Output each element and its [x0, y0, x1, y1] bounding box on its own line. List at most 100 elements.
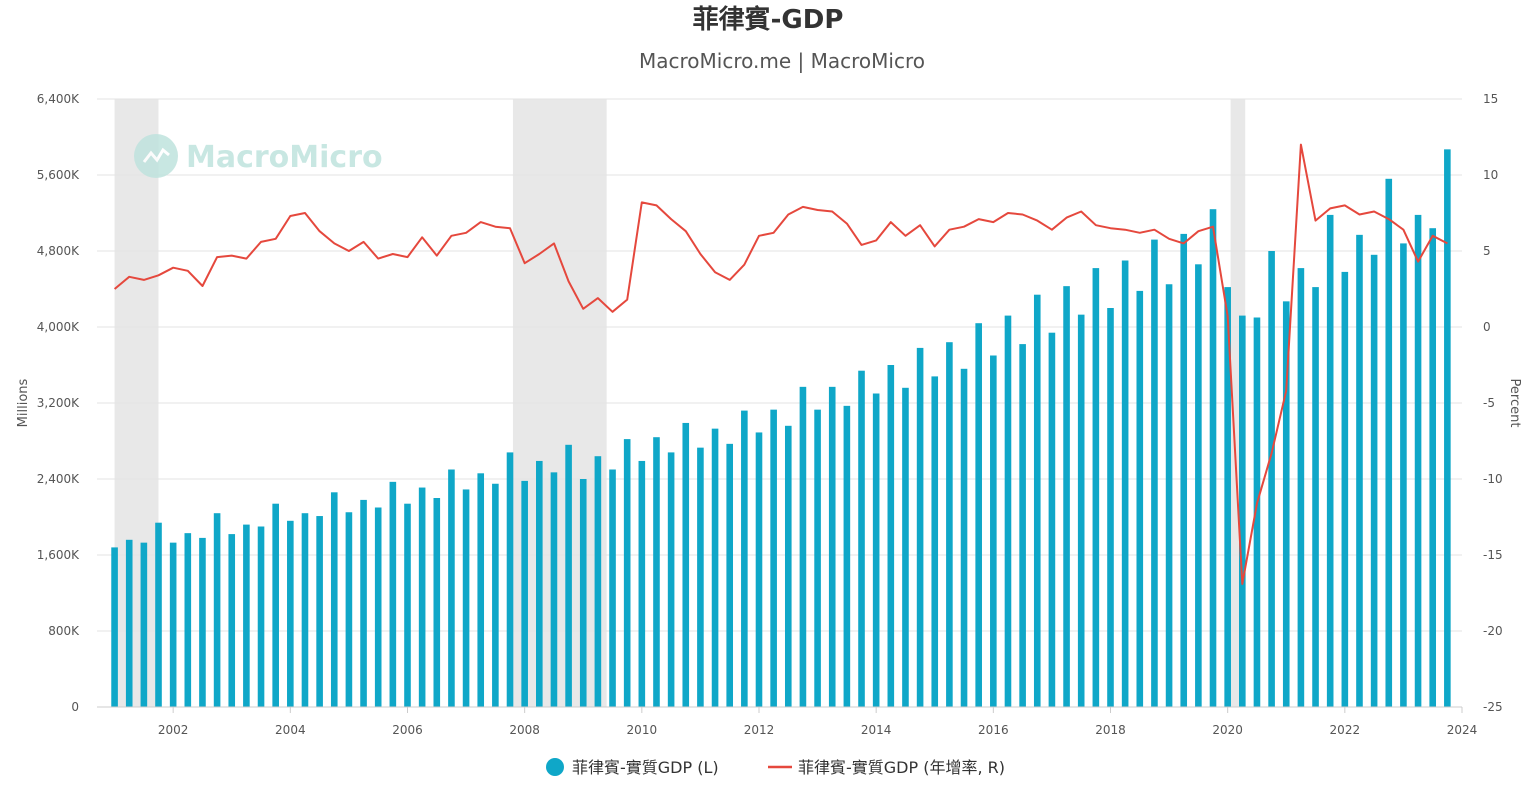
gdp-bar[interactable]	[272, 503, 279, 707]
gdp-bar[interactable]	[1004, 315, 1012, 707]
gdp-bar[interactable]	[990, 355, 997, 708]
y-right-tick-label: 10	[1483, 168, 1498, 182]
gdp-bar[interactable]	[536, 460, 543, 707]
legend-item-growth[interactable]: 菲律賓-實質GDP (年增率, R)	[768, 758, 1005, 777]
gdp-bar[interactable]	[667, 452, 675, 707]
y-axis-left-title: Millions	[16, 378, 31, 427]
gdp-bar[interactable]	[916, 347, 924, 707]
gdp-bar[interactable]	[770, 409, 777, 707]
gdp-bar[interactable]	[1282, 301, 1290, 707]
gdp-bar[interactable]	[1356, 234, 1363, 707]
gdp-bar[interactable]	[609, 469, 616, 708]
gdp-bar[interactable]	[1414, 214, 1422, 707]
gdp-bar[interactable]	[1297, 268, 1305, 707]
gdp-bar[interactable]	[1092, 268, 1100, 707]
growth-series-line[interactable]	[113, 143, 1448, 585]
gdp-bar[interactable]	[330, 492, 338, 707]
gdp-bar[interactable]	[565, 444, 572, 707]
gdp-bar[interactable]	[1239, 315, 1246, 707]
gdp-bar[interactable]	[1195, 264, 1202, 707]
gdp-bar[interactable]	[1370, 254, 1378, 708]
gdp-bar[interactable]	[784, 425, 792, 707]
gdp-bar[interactable]	[462, 489, 470, 707]
gdp-bar[interactable]	[799, 386, 807, 707]
gdp-bar[interactable]	[1312, 287, 1319, 707]
gdp-bar[interactable]	[213, 513, 221, 707]
gdp-bar[interactable]	[887, 365, 895, 707]
gdp-bar[interactable]	[902, 387, 909, 707]
gdp-bar[interactable]	[638, 460, 646, 707]
gdp-bar[interactable]	[550, 472, 558, 707]
gdp-bar[interactable]	[858, 370, 865, 707]
legend-item-gdp[interactable]: 菲律賓-實質GDP (L)	[546, 758, 719, 777]
gdp-bar[interactable]	[828, 386, 836, 707]
gdp-bar[interactable]	[1077, 314, 1085, 707]
growth-line	[113, 143, 1448, 585]
gdp-bar[interactable]	[1385, 178, 1393, 708]
gdp-bar[interactable]	[111, 547, 118, 707]
gdp-bar[interactable]	[1400, 243, 1407, 707]
gdp-bar[interactable]	[1326, 214, 1334, 707]
gdp-bar[interactable]	[1048, 332, 1056, 707]
gdp-bar[interactable]	[301, 513, 309, 707]
gdp-bar[interactable]	[843, 405, 851, 707]
gdp-bar[interactable]	[1341, 271, 1349, 707]
gdp-bar[interactable]	[814, 409, 821, 707]
gdp-bar[interactable]	[374, 507, 382, 708]
gdp-bar[interactable]	[960, 368, 968, 707]
gdp-bar[interactable]	[872, 393, 880, 708]
gdp-bar[interactable]	[594, 456, 602, 707]
gdp-bar[interactable]	[404, 503, 411, 707]
gdp-bar[interactable]	[975, 323, 982, 707]
gdp-bar[interactable]	[623, 439, 631, 707]
gdp-bar[interactable]	[682, 422, 690, 707]
gdp-bar[interactable]	[125, 539, 133, 707]
gdp-bar[interactable]	[1180, 233, 1188, 707]
gdp-bar[interactable]	[169, 542, 177, 707]
gdp-bar[interactable]	[741, 410, 748, 707]
legend-label-growth: 菲律賓-實質GDP (年增率, R)	[798, 758, 1005, 777]
gdp-bar[interactable]	[492, 483, 499, 707]
gdp-bar[interactable]	[697, 447, 704, 707]
gdp-bar[interactable]	[257, 526, 265, 708]
gdp-bar[interactable]	[1107, 308, 1114, 707]
gdp-bar[interactable]	[140, 542, 148, 707]
gdp-bar[interactable]	[1429, 228, 1437, 707]
gdp-bar[interactable]	[243, 524, 250, 707]
y-right-tick-label: -25	[1483, 700, 1503, 714]
gdp-bar[interactable]	[389, 481, 397, 707]
gdp-bar[interactable]	[946, 342, 953, 707]
gdp-bar[interactable]	[506, 452, 514, 707]
gdp-bar[interactable]	[1019, 344, 1026, 707]
gdp-bar[interactable]	[726, 443, 734, 707]
gdp-bar[interactable]	[287, 520, 294, 707]
gdp-bar[interactable]	[653, 437, 660, 707]
gdp-bar[interactable]	[1224, 287, 1231, 707]
gdp-bar[interactable]	[155, 522, 162, 707]
gdp-bar[interactable]	[433, 498, 441, 707]
gdp-bar[interactable]	[228, 534, 236, 707]
gdp-bar[interactable]	[448, 469, 455, 708]
gdp-bar[interactable]	[1121, 260, 1129, 708]
gdp-bar[interactable]	[1253, 317, 1261, 708]
gdp-bar[interactable]	[1063, 286, 1070, 707]
gdp-bar[interactable]	[184, 533, 192, 707]
gdp-bar[interactable]	[1444, 149, 1451, 708]
gdp-bar[interactable]	[1136, 290, 1144, 707]
gdp-bar[interactable]	[418, 487, 426, 707]
gdp-bar[interactable]	[360, 499, 367, 707]
gdp-bar[interactable]	[711, 428, 719, 707]
gdp-bar[interactable]	[755, 432, 763, 707]
gdp-bar[interactable]	[521, 480, 528, 707]
gdp-bar[interactable]	[579, 479, 587, 707]
gdp-bar[interactable]	[1033, 294, 1041, 707]
gdp-bar[interactable]	[931, 376, 939, 707]
gdp-bar[interactable]	[345, 512, 353, 707]
gdp-bar[interactable]	[1268, 251, 1275, 707]
gdp-bar[interactable]	[1209, 209, 1217, 707]
gdp-bar[interactable]	[1151, 239, 1158, 707]
gdp-bar[interactable]	[477, 473, 485, 707]
gdp-bar[interactable]	[316, 516, 323, 707]
gdp-bar[interactable]	[1165, 284, 1173, 707]
gdp-bar[interactable]	[199, 537, 206, 707]
